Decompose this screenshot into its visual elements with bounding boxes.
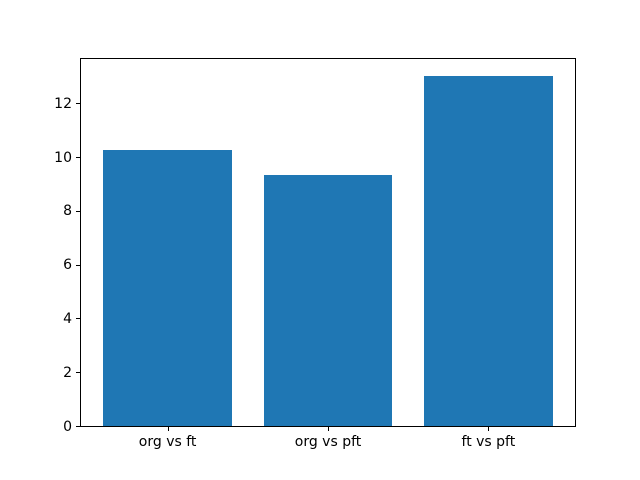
- bar-org-vs-ft: [103, 150, 232, 426]
- y-tick-mark: [76, 318, 80, 320]
- y-tick-mark: [76, 426, 80, 427]
- y-tick-label: 4: [63, 310, 72, 327]
- y-tick-mark: [76, 372, 80, 374]
- y-tick-label: 10: [54, 149, 72, 166]
- x-tick-label: org vs pft: [294, 434, 362, 450]
- y-tick-label: 2: [63, 364, 72, 381]
- x-tick-mark: [167, 427, 169, 431]
- bar-org-vs-pft: [263, 174, 393, 426]
- x-tick-mark: [488, 427, 490, 431]
- y-tick-mark: [76, 264, 80, 266]
- y-tick-mark: [76, 103, 80, 105]
- axes: 0 2 4 6 8 10 12 org vs ft org vs pft ft vs pft: [54, 58, 576, 450]
- y-tick-label: 0: [63, 418, 72, 435]
- y-tick-label: 12: [54, 95, 72, 112]
- x-tick-label: ft vs pft: [461, 434, 516, 450]
- y-tick-label: 8: [63, 203, 72, 220]
- y-tick-mark: [76, 157, 80, 159]
- y-tick-label: 6: [63, 257, 72, 274]
- bar-ft-vs-pft: [424, 76, 553, 426]
- x-tick-label: org vs ft: [138, 434, 197, 450]
- plot-area: 0 2 4 6 8 10 12 org vs ft org vs pft ft vs pft: [54, 59, 575, 450]
- y-tick-mark: [76, 210, 80, 212]
- x-tick-mark: [328, 427, 329, 431]
